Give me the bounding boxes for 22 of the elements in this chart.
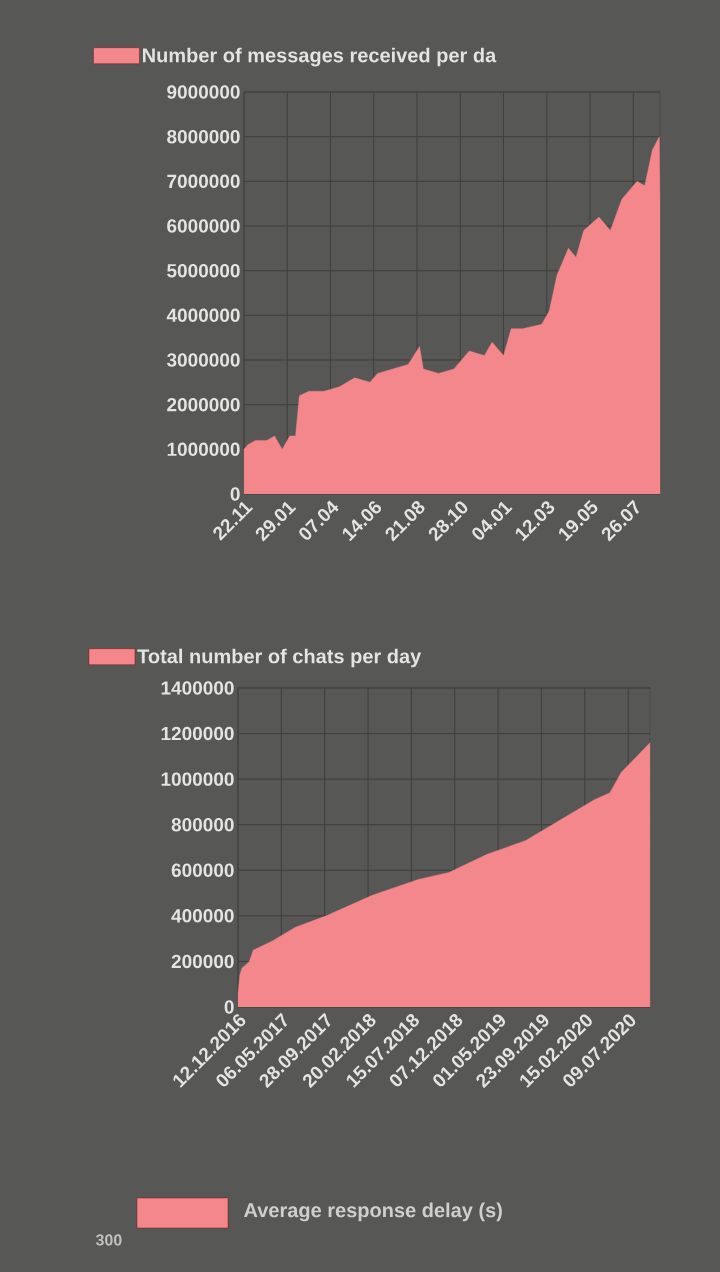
text: Average response delay (s) xyxy=(244,1202,502,1222)
y-tick-label: 0 xyxy=(224,1000,234,1014)
legend-label: Number of messages received per da xyxy=(143,47,497,67)
y-tick-label: 2000000 xyxy=(167,397,240,412)
y-tick-label: 4000000 xyxy=(166,308,240,323)
y-tick-label: 200000 xyxy=(171,954,234,969)
text: 300 xyxy=(95,1234,122,1246)
legend-label: Total number of chats per day xyxy=(137,648,422,668)
y-tick-label: 1200000 xyxy=(161,726,234,741)
y-tick-label: 400000 xyxy=(171,909,234,923)
y-tick-label: 800000 xyxy=(171,817,234,832)
y-tick-label: 7000000 xyxy=(167,174,240,189)
y-tick-label: 3000000 xyxy=(166,353,240,367)
y-tick-label: 6000000 xyxy=(167,219,240,233)
y-tick-label: 8000000 xyxy=(167,129,240,144)
y-tick-label: 1400000 xyxy=(161,681,234,695)
y-tick-label: 0 xyxy=(230,487,240,501)
y-tick-label: 9000000 xyxy=(167,85,240,99)
y-tick-label: 600000 xyxy=(171,863,234,878)
y-tick-label: 1000000 xyxy=(161,772,234,786)
y-tick-label: 5000000 xyxy=(167,263,240,278)
y-tick-label: 1000000 xyxy=(167,442,240,457)
